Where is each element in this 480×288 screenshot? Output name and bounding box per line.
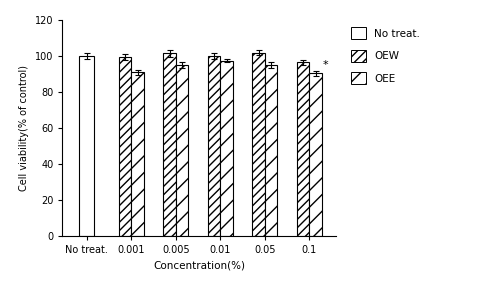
Bar bbox=[265, 65, 277, 236]
Y-axis label: Cell viability(% of control): Cell viability(% of control) bbox=[19, 65, 29, 191]
Bar bbox=[132, 72, 144, 236]
Bar bbox=[119, 57, 132, 236]
Bar bbox=[309, 73, 322, 236]
X-axis label: Concentration(%): Concentration(%) bbox=[153, 261, 245, 271]
Bar bbox=[252, 53, 265, 236]
Bar bbox=[220, 61, 233, 236]
Bar bbox=[79, 56, 95, 236]
Bar bbox=[176, 65, 188, 236]
Legend: No treat., OEW, OEE: No treat., OEW, OEE bbox=[349, 25, 422, 86]
Bar bbox=[208, 56, 220, 236]
Bar bbox=[297, 62, 309, 236]
Text: *: * bbox=[323, 60, 329, 70]
Bar bbox=[163, 54, 176, 236]
